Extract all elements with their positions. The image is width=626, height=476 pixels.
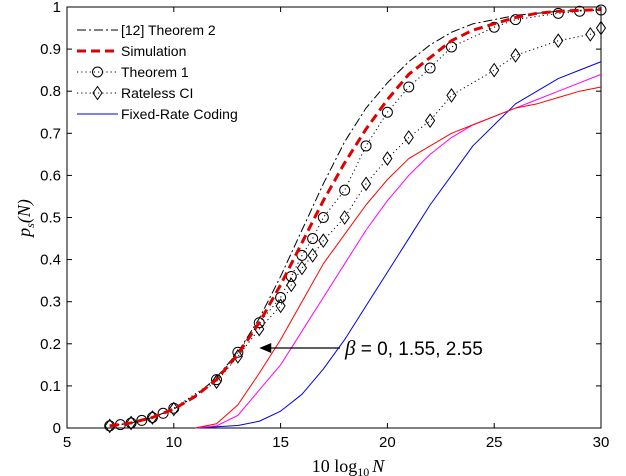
series-simulation <box>109 8 602 428</box>
y-tick-label: 0.9 <box>40 41 61 58</box>
x-tick-label: 30 <box>593 434 610 451</box>
data-point-circle-marker <box>381 106 393 118</box>
data-point-diamond-marker <box>585 26 596 42</box>
data-point-diamond-marker <box>489 62 500 78</box>
data-point-circle-marker <box>275 291 287 303</box>
series-line-series-5 <box>195 73 602 429</box>
legend: [12] Theorem 2 Simulation Theorem 1 Rateles… <box>77 22 238 122</box>
legend-label: Rateless CI <box>121 85 193 101</box>
data-point-diamond-marker <box>403 130 414 145</box>
data-point-circle-marker <box>488 21 500 33</box>
legend-label: Fixed-Rate Coding <box>121 106 238 122</box>
data-point-circle-marker <box>510 14 522 26</box>
legend-item-rateless-ci: Rateless CI <box>77 85 193 101</box>
series-layer <box>104 4 607 434</box>
data-point-diamond-marker <box>339 210 350 225</box>
data-point-diamond-marker <box>307 248 318 263</box>
y-tick-label: 0.6 <box>40 167 61 184</box>
x-axis-title-log: 10 log <box>312 456 358 476</box>
series-fixed-rate-coding <box>195 61 602 429</box>
x-tick-label: 5 <box>63 434 71 451</box>
data-point-circle-marker <box>307 233 319 245</box>
legend-label: Theorem 1 <box>121 64 189 80</box>
data-point-diamond-marker <box>553 33 564 49</box>
annotation-label: β = 0, 1.55, 2.55 <box>344 336 483 360</box>
data-point-diamond-marker <box>232 349 243 364</box>
y-tick-label: 0.2 <box>40 336 61 353</box>
series-line-series-6 <box>195 86 602 429</box>
x-tick-label: 10 <box>165 434 182 451</box>
data-point-circle-marker <box>232 346 244 358</box>
data-point-diamond-marker <box>510 48 521 63</box>
annotation-beta-symbol: β <box>344 336 356 360</box>
data-point-circle-marker <box>285 270 297 282</box>
data-point-diamond-marker <box>360 176 372 192</box>
y-tick-label: 0.4 <box>40 252 61 269</box>
data-point-circle-marker <box>424 62 436 74</box>
legend-item-12-theorem-2: [12] Theorem 2 <box>77 22 216 38</box>
annotation-arrowhead <box>259 343 272 354</box>
series-line-fixed-rate-coding <box>195 61 602 429</box>
y-axis-title-argument: (N) <box>14 199 35 223</box>
data-point-diamond-marker <box>425 113 436 129</box>
series-series-6 <box>195 86 602 429</box>
data-point-circle-marker <box>157 407 169 419</box>
data-point-diamond-marker <box>382 151 393 166</box>
y-axis-title-p: p <box>14 228 34 239</box>
data-point-diamond-marker <box>275 298 286 314</box>
series-rateless-ci <box>104 20 607 434</box>
series-line-theorem-1 <box>109 9 602 427</box>
data-point-diamond-marker <box>211 374 222 390</box>
legend-item-theorem-1: Theorem 1 <box>77 64 189 80</box>
data-point-circle-marker <box>595 4 607 16</box>
data-point-circle-marker <box>317 212 329 223</box>
data-point-circle-marker <box>146 411 158 423</box>
y-tick-label: 0.1 <box>40 378 61 395</box>
x-tick-label: 20 <box>379 434 396 451</box>
data-point-circle-marker <box>211 374 223 386</box>
data-point-diamond-marker <box>296 260 308 276</box>
data-point-diamond-marker <box>104 418 115 434</box>
data-point-circle-marker <box>445 41 457 53</box>
y-tick-label: 0.3 <box>40 294 61 311</box>
annotation-beta-values: = 0, 1.55, 2.55 <box>355 339 482 360</box>
legend-circle-marker <box>92 66 103 78</box>
legend-item-fixed-rate-coding: Fixed-Rate Coding <box>77 106 238 122</box>
beta-annotation: β = 0, 1.55, 2.55 <box>259 336 483 360</box>
x-axis-title: 10 log10 N <box>312 456 386 476</box>
data-point-circle-marker <box>360 140 372 152</box>
data-point-diamond-marker <box>286 277 297 293</box>
legend-label: [12] Theorem 2 <box>121 22 216 38</box>
y-tick-label: 1 <box>53 0 61 16</box>
data-point-circle-marker <box>552 7 564 19</box>
data-point-diamond-marker <box>595 20 607 36</box>
x-tick-label: 15 <box>272 434 289 451</box>
data-point-diamond-marker <box>446 88 457 103</box>
data-point-circle-marker <box>136 414 148 426</box>
data-point-circle-marker <box>403 81 415 93</box>
data-point-circle-marker <box>339 184 351 196</box>
y-axis-title: ps(N) <box>14 199 37 239</box>
x-axis-title-variable: N <box>371 456 385 476</box>
y-tick-label: 0 <box>53 420 61 437</box>
y-tick-label: 0.7 <box>40 125 61 142</box>
y-axis-title-subscript: s <box>23 223 37 228</box>
y-tick-label: 0.8 <box>40 83 61 100</box>
data-point-diamond-marker <box>125 415 137 431</box>
series-line-rateless-ci <box>109 27 602 427</box>
data-point-circle-marker <box>168 402 180 414</box>
series-line-simulation <box>109 8 602 428</box>
legend-label: Simulation <box>121 43 186 59</box>
y-tick-label: 0.5 <box>40 210 61 227</box>
legend-diamond-marker <box>92 85 103 101</box>
series-series-5 <box>195 73 602 429</box>
x-axis-title-subscript: 10 <box>357 465 369 476</box>
legend-item-simulation: Simulation <box>77 43 186 59</box>
data-point-diamond-marker <box>318 233 329 249</box>
axis-ticks: 5 10 15 20 25 30 0 0.1 0.2 0.3 0.4 0.5 0.6 0.7 0.8 0.9 1 <box>40 0 609 451</box>
x-tick-label: 25 <box>486 434 503 451</box>
